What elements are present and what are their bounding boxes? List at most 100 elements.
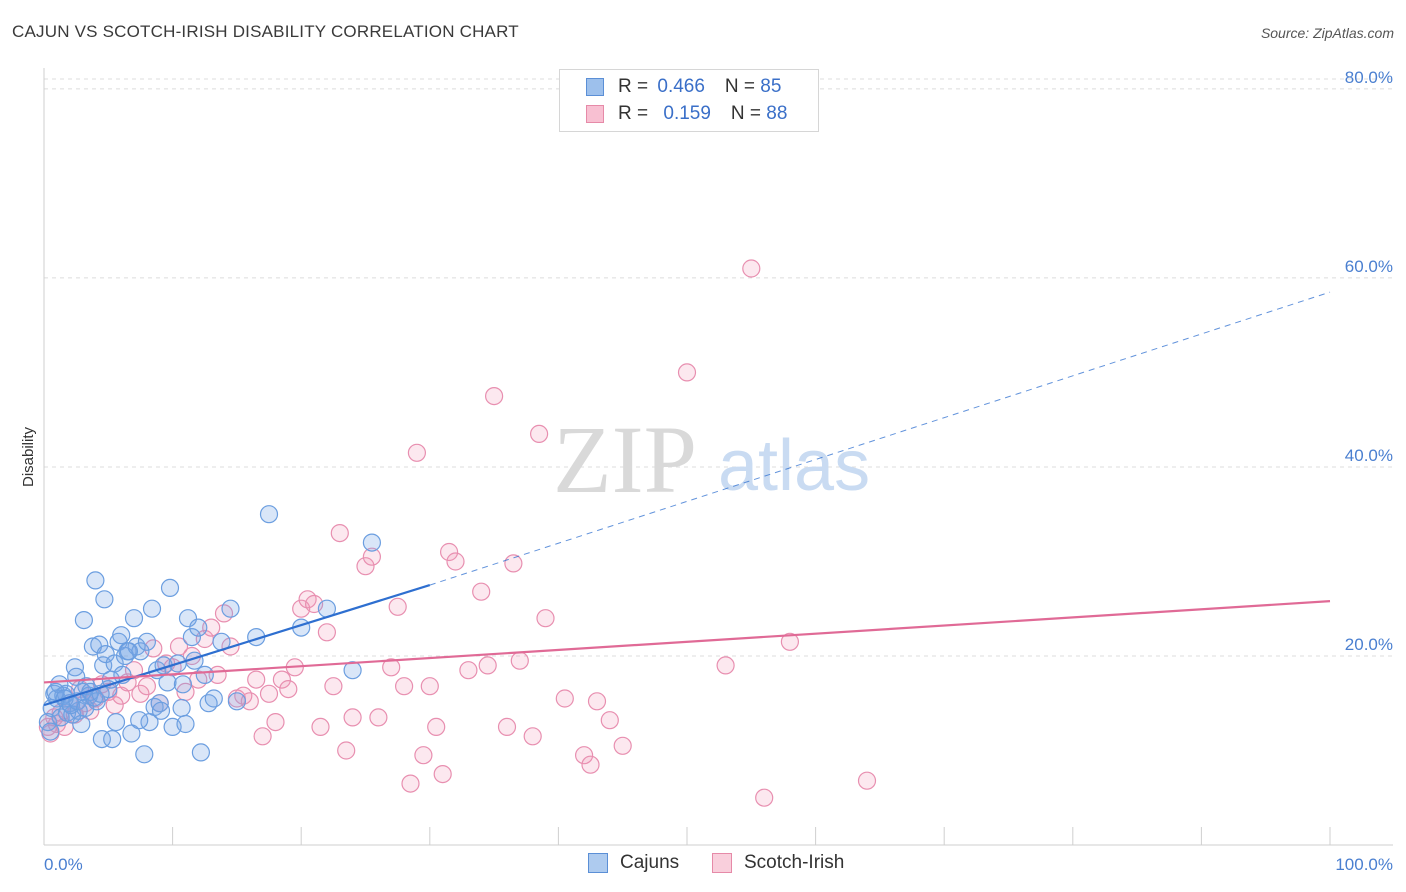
- legend-r-value: 0.466: [657, 76, 705, 97]
- x-tick-min: 0.0%: [44, 855, 83, 874]
- cajun-point: [76, 698, 95, 718]
- legend-swatch-cajuns: [586, 78, 604, 96]
- scotch-irish-point: [504, 554, 523, 573]
- legend-swatch-scotch-irish: [712, 853, 732, 873]
- scotch-irish-point: [433, 764, 452, 784]
- cajun-point: [160, 578, 180, 598]
- scotch-irish-point: [279, 679, 298, 699]
- cajun-point: [103, 729, 122, 749]
- cajun-point: [189, 618, 208, 637]
- scotch-irish-point: [337, 741, 356, 760]
- scotch-irish-point: [240, 692, 259, 711]
- legend-swatch-scotch-irish: [586, 105, 604, 123]
- trend-lines: [43, 291, 1331, 707]
- scotch-irish-point: [388, 597, 407, 616]
- scotch-irish-point: [427, 717, 446, 737]
- scotch-irish-point: [324, 677, 343, 696]
- scotch-irish-point: [857, 771, 877, 790]
- scotch-irish-point: [472, 582, 491, 601]
- scotch-irish-point: [272, 670, 291, 689]
- scotch-irish-point: [382, 658, 401, 677]
- scotch-irish-point: [780, 632, 800, 651]
- legend-n-value: 85: [760, 76, 782, 97]
- scotch-irish-point: [478, 656, 497, 675]
- scotch-irish-point: [247, 670, 266, 689]
- cajun-point: [135, 745, 154, 764]
- cajun-point: [227, 692, 246, 711]
- cajun-point: [112, 626, 131, 645]
- chart-title: CAJUN VS SCOTCH-IRISH DISABILITY CORRELA…: [12, 22, 519, 41]
- scotch-irish-point: [742, 259, 761, 278]
- legend-n-label: N =: [730, 103, 767, 124]
- cajun-point: [362, 533, 381, 552]
- scotch-irish-point: [137, 677, 156, 696]
- legend-row-cajuns: R = 0.466 N = 85: [586, 76, 781, 98]
- legend-r-label: R =: [618, 76, 654, 97]
- scotch-irish-point: [459, 661, 478, 680]
- cajun-point: [142, 599, 162, 618]
- scotch-irish-point: [369, 708, 388, 727]
- cajun-trend-line: [43, 584, 431, 707]
- y-tick-label: 40.0%: [1345, 446, 1393, 465]
- series-legend: Cajuns Scotch-Irish: [0, 852, 1406, 878]
- cajun-point: [94, 656, 113, 675]
- legend-label-cajuns: Cajuns: [620, 852, 680, 873]
- scotch-irish-point: [755, 788, 774, 807]
- cajun-point: [150, 694, 169, 713]
- cajun-point: [204, 689, 223, 708]
- cajun-point: [137, 632, 156, 651]
- legend-r-label: R =: [618, 103, 654, 124]
- scotch-irish-point: [401, 774, 420, 793]
- scotch-irish-point: [414, 746, 433, 765]
- scotch-irish-trend-line: [43, 600, 1331, 684]
- scotch-irish-point: [356, 557, 375, 576]
- y-axis-label: Disability: [20, 426, 37, 487]
- cajun-point: [158, 673, 177, 692]
- legend-n-value: 88: [766, 103, 788, 124]
- cajun-point: [122, 724, 141, 743]
- scotch-irish-point: [343, 708, 362, 727]
- scotch-irish-point: [446, 552, 465, 571]
- cajun-point: [182, 627, 201, 647]
- cajun-point: [95, 590, 114, 609]
- cajun-point: [221, 599, 240, 618]
- cajun-point: [92, 729, 112, 749]
- scotch-irish-point: [600, 711, 619, 730]
- scotch-irish-point: [440, 542, 459, 562]
- scotch-irish-point: [716, 656, 735, 675]
- scotch-irish-point: [266, 712, 285, 732]
- scotch-irish-point: [253, 727, 272, 746]
- cajun-trend-extension: [429, 291, 1331, 586]
- cajun-point: [195, 665, 214, 685]
- cajun-point: [86, 571, 105, 590]
- scotch-irish-point: [613, 736, 632, 755]
- watermark-atlas: atlas: [718, 426, 870, 506]
- y-tick-labels: 20.0% 40.0% 60.0% 80.0%: [1345, 68, 1393, 654]
- scotch-irish-point: [362, 547, 381, 566]
- grid-lines: [44, 78, 1393, 657]
- cajun-points: [38, 505, 381, 764]
- legend-item-cajuns[interactable]: Cajuns: [588, 852, 679, 874]
- scotch-irish-point: [311, 717, 330, 737]
- scotch-irish-point: [523, 727, 542, 746]
- scotch-irish-point: [529, 424, 549, 443]
- y-tick-label: 20.0%: [1345, 635, 1393, 654]
- legend-item-scotch-irish[interactable]: Scotch-Irish: [712, 852, 844, 874]
- cajun-point: [259, 505, 279, 524]
- cajun-point: [172, 698, 191, 718]
- cajun-point: [343, 661, 362, 680]
- y-tick-label: 80.0%: [1345, 68, 1393, 87]
- axes: [43, 68, 1393, 846]
- scotch-irish-point: [497, 717, 517, 737]
- legend-r-value: 0.159: [663, 103, 711, 124]
- watermark: ZIP atlas: [553, 406, 870, 513]
- cajun-point: [191, 743, 210, 762]
- cajun-point: [74, 610, 94, 630]
- cajun-point: [41, 722, 60, 741]
- scotch-irish-point: [407, 443, 426, 462]
- scotch-irish-point: [677, 363, 697, 382]
- legend-label-scotch-irish: Scotch-Irish: [744, 852, 845, 873]
- scotch-irish-point: [202, 618, 221, 637]
- source-label: Source: ZipAtlas.com: [1260, 25, 1394, 41]
